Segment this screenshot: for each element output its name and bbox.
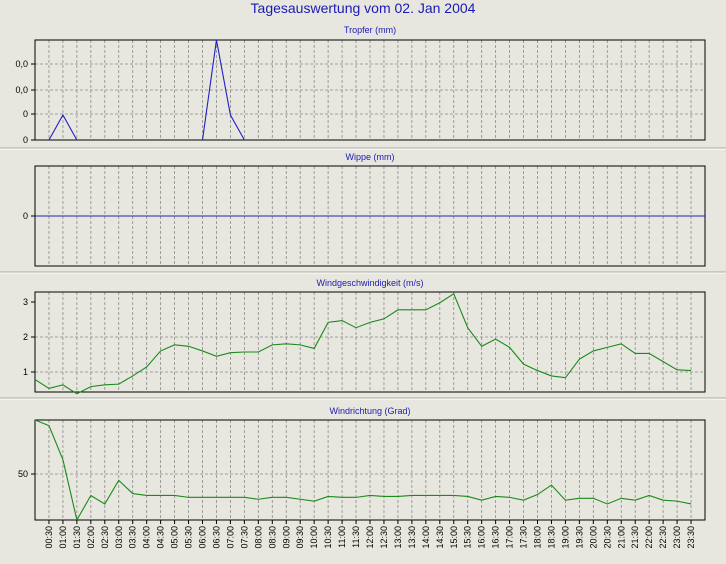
y-tick-label: 0 [23,109,28,119]
x-tick-label: 04:30 [156,526,166,549]
series-line [48,113,78,141]
series-line [34,292,692,395]
x-tick-label: 14:00 [421,526,431,549]
x-tick-label: 23:00 [672,526,682,549]
x-tick-label: 16:30 [491,526,501,549]
x-tick-label: 18:00 [533,526,543,549]
x-tick-label: 11:30 [351,526,361,548]
x-tick-label: 15:00 [449,526,459,549]
panel-title: Wippe (mm) [346,152,395,162]
x-tick-label: 19:30 [574,526,584,549]
y-tick-label: 1 [23,367,28,377]
x-tick-label: 22:00 [644,526,654,549]
plot-frame [34,291,706,393]
x-tick-label: 13:30 [407,526,417,549]
x-tick-label: 08:30 [267,526,277,549]
x-tick-label: 06:30 [211,526,221,549]
x-tick-label: 11:00 [337,526,347,548]
chart-panel-3: Windgeschwindigkeit (m/s) 1 2 3 [0,278,726,400]
x-tick-label: 05:00 [170,526,180,549]
panel-title: Windrichtung (Grad) [329,406,410,416]
x-tick-label: 13:00 [393,526,403,549]
x-tick-label: 19:00 [560,526,570,549]
y-tick-label: 3 [23,297,28,307]
y-tick-label: 0 [23,135,28,145]
x-tick-label: 10:00 [309,526,319,549]
y-tick-label: 0,0 [15,59,28,69]
y-tick-label: 2 [23,332,28,342]
x-tick-label: 01:30 [72,526,82,549]
panel-title: Tropfer (mm) [344,25,396,35]
chart-panel-1: Tropfer (mm) 0,0 0,0 0 0 [0,25,726,150]
x-tick-label: 20:00 [588,526,598,549]
series-line [201,39,245,141]
x-tick-label: 17:30 [519,526,529,549]
y-tick-label: 0,0 [15,85,28,95]
x-tick-label: 02:30 [100,526,110,549]
x-tick-label: 07:00 [225,526,235,549]
x-tick-label: 23:30 [686,526,696,549]
x-tick-label: 22:30 [658,526,668,549]
x-tick-label: 02:00 [86,526,96,549]
series-line [34,419,692,522]
y-tick-label: 0 [23,211,28,221]
x-tick-label: 12:30 [379,526,389,549]
x-tick-label: 09:00 [281,526,291,549]
page-title: Tagesauswertung vom 02. Jan 2004 [250,0,476,16]
x-tick-label: 04:00 [142,526,152,549]
x-tick-label: 21:00 [616,526,626,549]
x-tick-label: 01:00 [58,526,68,549]
x-tick-label: 06:00 [198,526,208,549]
x-tick-label: 03:00 [114,526,124,549]
x-tick-label: 20:30 [602,526,612,549]
x-tick-label: 21:30 [630,526,640,549]
x-tick-label: 03:30 [128,526,138,549]
chart-panel-2: Wippe (mm) 0 [0,152,726,274]
chart-panel-4: Windrichtung (Grad) 50 [18,406,706,522]
x-tick-label: 18:30 [546,526,556,549]
x-tick-label: 17:00 [505,526,515,549]
x-tick-label: 15:30 [463,526,473,549]
x-tick-label: 09:30 [295,526,305,549]
x-tick-label: 12:00 [365,526,375,549]
x-tick-label: 10:30 [323,526,333,549]
x-tick-label: 05:30 [184,526,194,549]
y-tick-label: 50 [18,469,28,479]
x-tick-label: 08:00 [253,526,263,549]
x-tick-label: 16:00 [477,526,487,549]
x-tick-label: 07:30 [239,526,249,549]
x-axis: 00:30 01:00 01:30 02:00 02:30 03:00 03:30 04:00… [44,520,696,549]
x-tick-label: 00:30 [44,526,54,549]
panel-title: Windgeschwindigkeit (m/s) [316,278,423,288]
x-tick-label: 14:30 [435,526,445,549]
